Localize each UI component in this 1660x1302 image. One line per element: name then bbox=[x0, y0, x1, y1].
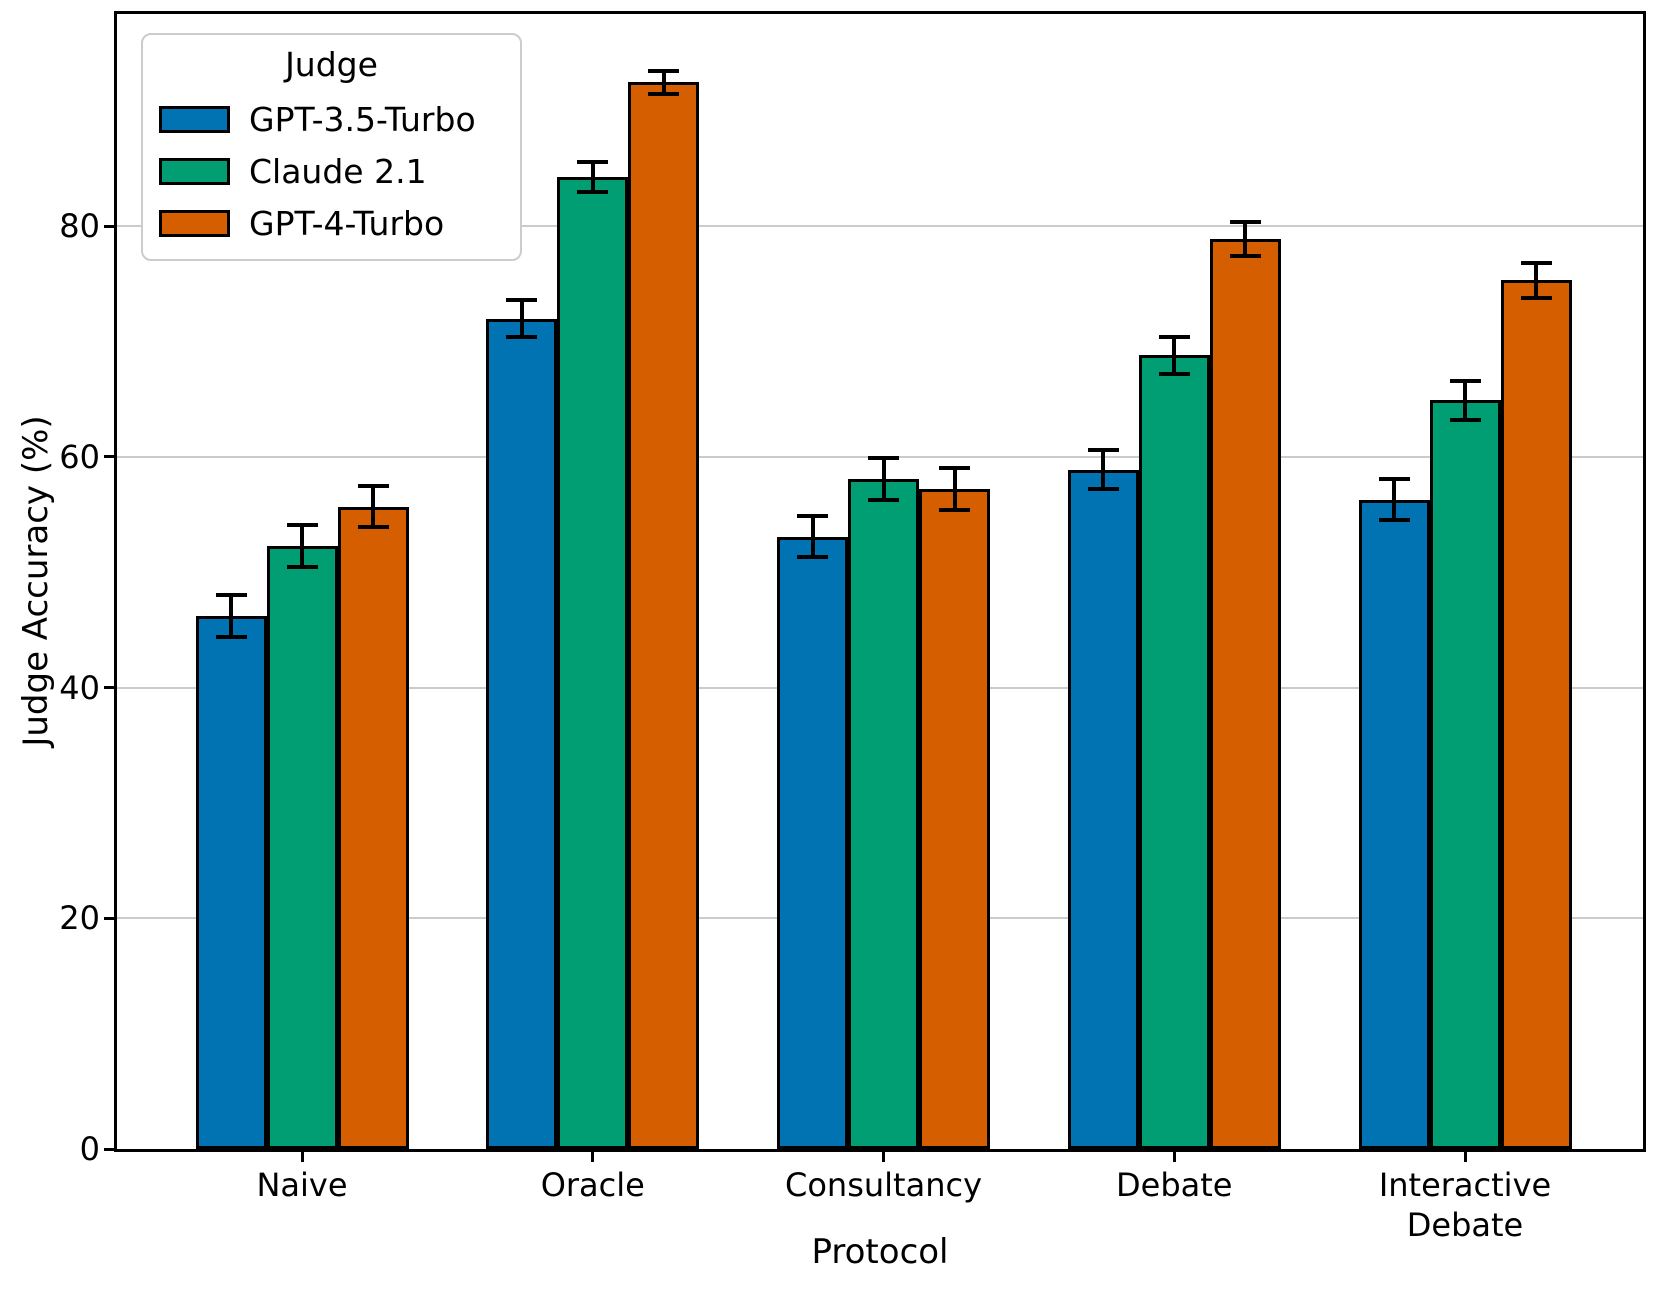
gridline bbox=[117, 225, 1643, 228]
bar bbox=[557, 176, 629, 1149]
error-bar-cap bbox=[648, 91, 680, 96]
y-tick-label: 20 bbox=[59, 899, 100, 938]
error-bar-cap bbox=[1229, 254, 1261, 259]
error-bar bbox=[371, 485, 375, 528]
x-tick bbox=[1463, 1152, 1467, 1162]
error-bar-cap bbox=[797, 513, 828, 518]
error-bar bbox=[1463, 380, 1467, 420]
error-bar-cap bbox=[286, 522, 318, 527]
error-bar bbox=[1392, 478, 1396, 521]
bar bbox=[337, 506, 409, 1149]
error-bar bbox=[661, 70, 666, 94]
error-bar bbox=[1243, 221, 1248, 257]
legend-swatch bbox=[159, 106, 230, 133]
legend-label: Claude 2.1 bbox=[249, 152, 427, 191]
error-bar bbox=[1101, 450, 1106, 490]
legend-swatch bbox=[159, 210, 230, 237]
error-bar-cap bbox=[1158, 334, 1190, 339]
x-tick bbox=[882, 1152, 885, 1162]
x-axis-label: Protocol bbox=[811, 1232, 949, 1272]
bar bbox=[1138, 355, 1210, 1149]
error-bar-cap bbox=[577, 189, 609, 194]
y-tick bbox=[104, 1147, 114, 1151]
legend-swatch bbox=[159, 158, 230, 185]
bar bbox=[777, 536, 848, 1149]
bar bbox=[266, 545, 338, 1149]
error-bar bbox=[952, 468, 957, 510]
error-bar bbox=[1534, 263, 1538, 298]
x-tick bbox=[300, 1152, 304, 1162]
bar bbox=[628, 82, 700, 1149]
legend-row: GPT-4-Turbo bbox=[159, 204, 504, 243]
error-bar-cap bbox=[215, 634, 247, 639]
bar bbox=[486, 318, 558, 1149]
error-bar-cap bbox=[939, 507, 970, 512]
bar bbox=[195, 616, 267, 1149]
error-bar-cap bbox=[1378, 518, 1410, 523]
legend-label: GPT-4-Turbo bbox=[249, 204, 445, 243]
y-tick bbox=[104, 686, 114, 690]
error-bar-cap bbox=[286, 564, 318, 569]
y-tick-label: 80 bbox=[59, 207, 100, 246]
y-tick-label: 60 bbox=[59, 437, 100, 476]
error-bar-cap bbox=[506, 298, 538, 303]
error-bar-cap bbox=[648, 68, 680, 73]
error-bar bbox=[810, 515, 815, 558]
error-bar-cap bbox=[1087, 448, 1119, 452]
error-bar-cap bbox=[1158, 371, 1190, 376]
bar bbox=[919, 489, 990, 1149]
error-bar bbox=[881, 458, 886, 500]
bar bbox=[1067, 469, 1139, 1149]
x-tick-label: Consultancy bbox=[784, 1166, 982, 1204]
bar bbox=[1358, 499, 1430, 1149]
bar bbox=[1209, 238, 1281, 1149]
error-bar-cap bbox=[1449, 418, 1481, 423]
x-tick-label: Naive bbox=[256, 1166, 348, 1204]
error-bar-cap bbox=[357, 525, 389, 530]
error-bar-cap bbox=[577, 159, 609, 164]
legend-label: GPT-3.5-Turbo bbox=[249, 100, 476, 139]
legend-title: Judge bbox=[285, 45, 378, 84]
y-tick bbox=[104, 916, 114, 920]
error-bar-cap bbox=[1087, 487, 1119, 492]
error-bar-cap bbox=[1520, 261, 1552, 266]
y-tick-label: 40 bbox=[59, 668, 100, 707]
bar bbox=[1500, 280, 1572, 1149]
y-tick-label: 0 bbox=[79, 1130, 100, 1168]
legend-row: GPT-3.5-Turbo bbox=[159, 100, 504, 139]
y-axis-label: Judge Accuracy (%) bbox=[16, 415, 56, 747]
error-bar bbox=[590, 161, 595, 192]
x-tick bbox=[1172, 1152, 1176, 1162]
error-bar-cap bbox=[215, 593, 247, 598]
y-tick bbox=[104, 224, 114, 228]
error-bar-cap bbox=[1229, 219, 1261, 224]
error-bar-cap bbox=[868, 497, 899, 502]
bar bbox=[848, 478, 919, 1149]
error-bar bbox=[519, 300, 524, 337]
plot-area bbox=[114, 11, 1646, 1152]
error-bar-cap bbox=[1449, 378, 1481, 383]
legend-rows: GPT-3.5-Turbo Claude 2.1 GPT-4-Turbo bbox=[159, 100, 504, 243]
error-bar-cap bbox=[357, 483, 389, 488]
error-bar-cap bbox=[939, 466, 970, 471]
error-bar-cap bbox=[506, 334, 538, 339]
x-tick-label: Debate bbox=[1116, 1166, 1233, 1204]
bar bbox=[1429, 400, 1501, 1149]
x-tick-label: Interactive Debate bbox=[1378, 1166, 1552, 1244]
error-bar-cap bbox=[1378, 476, 1410, 481]
x-tick-label: Oracle bbox=[540, 1166, 645, 1204]
error-bar-cap bbox=[1520, 295, 1552, 300]
legend-row: Claude 2.1 bbox=[159, 152, 504, 191]
error-bar-cap bbox=[868, 456, 899, 461]
error-bar bbox=[300, 524, 304, 567]
error-bar bbox=[229, 595, 233, 637]
error-bar bbox=[1172, 336, 1177, 374]
x-tick bbox=[591, 1152, 595, 1162]
legend: Judge GPT-3.5-Turbo Claude 2.1 GPT-4-Turbo bbox=[141, 33, 522, 261]
error-bar-cap bbox=[797, 555, 828, 560]
y-tick bbox=[104, 455, 114, 459]
